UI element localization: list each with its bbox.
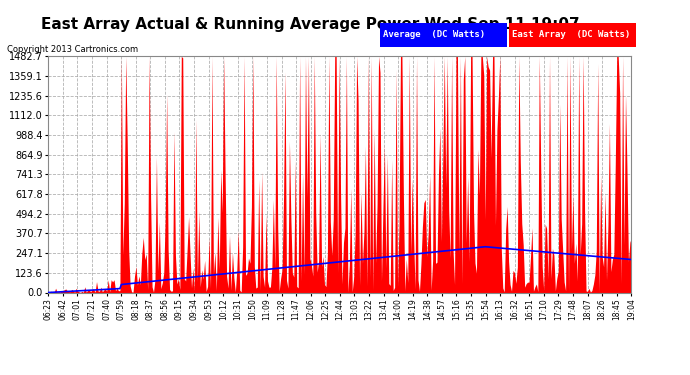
Text: East Array Actual & Running Average Power Wed Sep 11 19:07: East Array Actual & Running Average Powe… <box>41 17 580 32</box>
Text: Copyright 2013 Cartronics.com: Copyright 2013 Cartronics.com <box>7 45 138 54</box>
Text: Average  (DC Watts): Average (DC Watts) <box>383 30 485 39</box>
Text: East Array  (DC Watts): East Array (DC Watts) <box>512 30 630 39</box>
